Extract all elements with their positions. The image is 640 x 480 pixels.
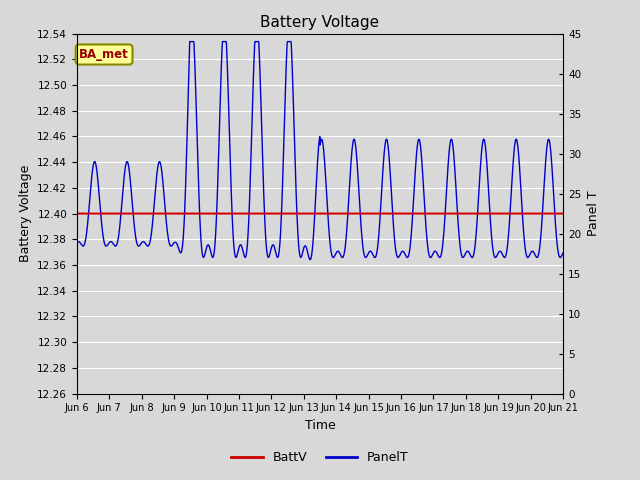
Legend: BattV, PanelT: BattV, PanelT bbox=[227, 446, 413, 469]
Text: BA_met: BA_met bbox=[79, 48, 129, 61]
Y-axis label: Battery Voltage: Battery Voltage bbox=[19, 165, 31, 262]
Title: Battery Voltage: Battery Voltage bbox=[260, 15, 380, 30]
X-axis label: Time: Time bbox=[305, 419, 335, 432]
Y-axis label: Panel T: Panel T bbox=[587, 191, 600, 237]
